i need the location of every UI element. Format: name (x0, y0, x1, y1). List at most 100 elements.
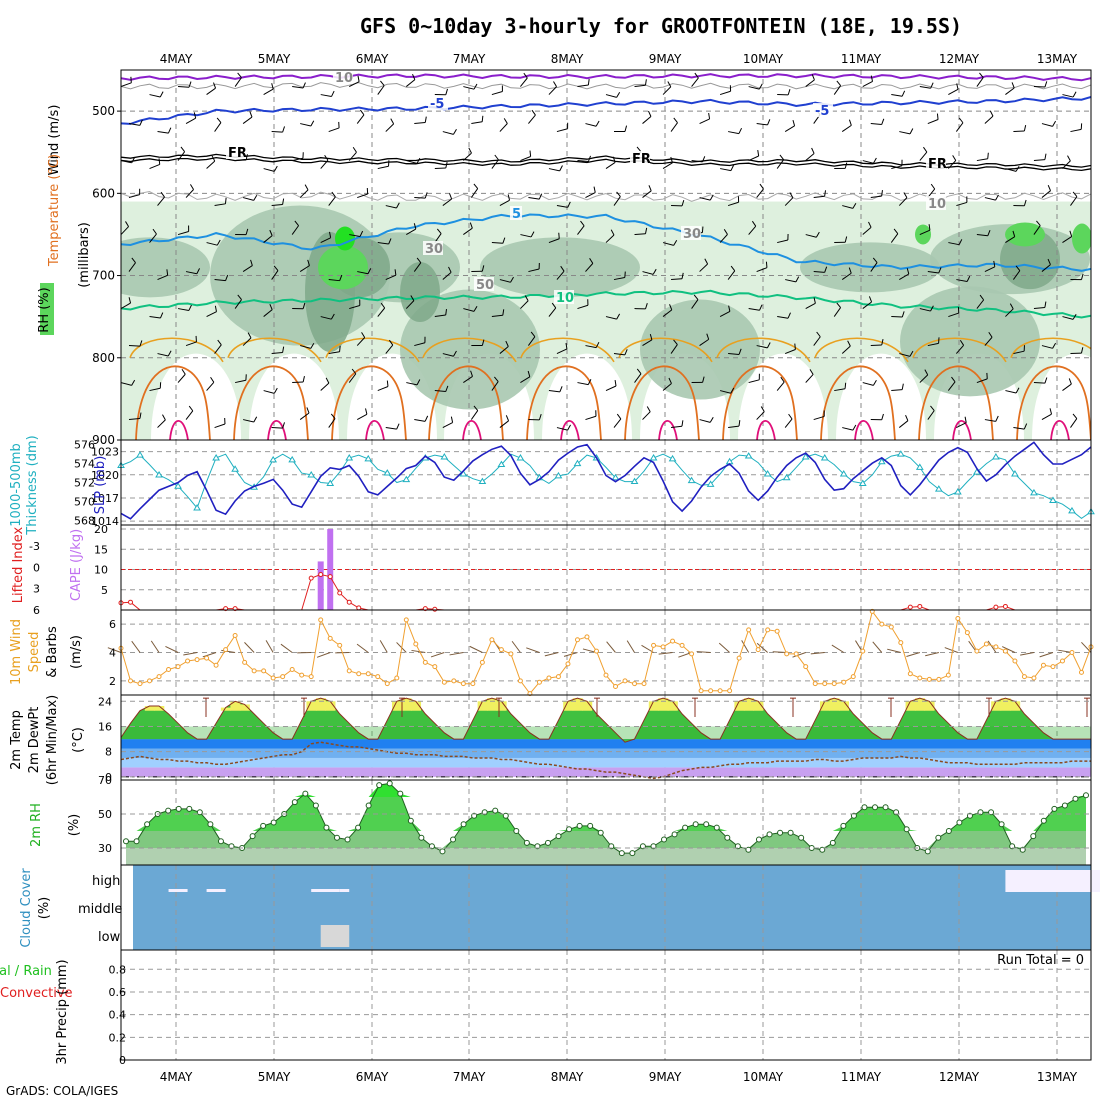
wind-barb-shaft (349, 81, 360, 88)
wind-barb-flag (216, 117, 222, 123)
cloud-low-block (320, 925, 350, 947)
isotherm-25-arch (854, 419, 874, 440)
wind-barb (748, 150, 760, 162)
wind10-speed-point (993, 644, 999, 650)
thickness-line-point (174, 482, 182, 489)
wind-barb-shaft (642, 339, 653, 346)
wind-barb (520, 72, 528, 87)
wind-barb-shaft (385, 344, 394, 354)
rh2m-point (291, 799, 298, 806)
thickness-line-point (554, 471, 563, 479)
lifted-index-point (128, 599, 134, 605)
wind-barb-flag (416, 257, 422, 264)
wind10-barb (606, 641, 616, 653)
rh2m-point (513, 828, 520, 834)
wind-barb-flag (1044, 377, 1048, 384)
wind-barb (471, 265, 485, 273)
wind-barb-shaft (613, 353, 625, 356)
wind-barb (185, 112, 197, 124)
wind-barb-flag (1009, 303, 1014, 310)
wind-barb-shaft (719, 234, 728, 243)
wind-barb-shaft (719, 311, 731, 317)
wind-barb (605, 313, 621, 320)
wind-barb-flag (505, 415, 510, 422)
wind-barb-flag (1069, 230, 1073, 237)
slp-tick-label: 1014 (91, 515, 119, 528)
wind10-speed-point (166, 667, 172, 672)
rh2m-point (998, 821, 1005, 828)
wind-barb-shaft (406, 160, 418, 164)
wind-barb-flag (751, 220, 757, 227)
wind-barb-flag (1067, 155, 1071, 162)
wind-barb-shaft (406, 228, 417, 235)
rh2m-point (397, 790, 404, 797)
wind-barb (157, 191, 165, 206)
wind-barb (320, 377, 330, 391)
wind10-speed-point (327, 635, 333, 641)
wind-barb-shaft (128, 345, 141, 347)
wind-barb-shaft (299, 412, 310, 420)
wind-barb-flag (473, 83, 478, 90)
wind-barb-shaft (805, 374, 814, 383)
wind-barb-shaft (1041, 264, 1051, 272)
wind-barb-flag (758, 83, 763, 90)
wind10-speed-point (774, 628, 780, 634)
wind-barb (520, 295, 529, 309)
wind-barb-shaft (585, 415, 597, 421)
wind10-speed-point (632, 681, 638, 687)
thickness-tick-label: 574 (74, 458, 95, 471)
rh2m-point (618, 850, 625, 857)
wind10-speed-point (223, 647, 229, 653)
wind-barb (157, 414, 166, 428)
wind-barb (927, 267, 942, 274)
isotherm-25-arch (658, 419, 678, 440)
wind-barb-shaft (442, 131, 454, 135)
wind-barb (719, 305, 731, 317)
wind10-speed-point (708, 688, 714, 694)
wind-barb-flag (930, 183, 936, 190)
wind-barb-flag (938, 267, 942, 274)
wind-barb-flag (844, 236, 848, 243)
wind-barb-flag (870, 75, 874, 82)
rh2m-point (766, 831, 773, 838)
wind-barb (671, 272, 684, 281)
wind-barb (405, 295, 415, 309)
wind-barb-flag (445, 309, 447, 316)
wind-barb-flag (610, 229, 615, 236)
isotherm-line (121, 73, 1091, 82)
wind-barb (841, 340, 851, 354)
wind-barb-flag (681, 272, 684, 279)
wind-barb (349, 75, 360, 88)
contour-label: 10 (556, 291, 574, 306)
wind-barb (585, 120, 600, 127)
wind-barb-shaft (442, 198, 452, 206)
wind-barb-flag (388, 339, 394, 346)
wind-barb-shaft (1070, 128, 1082, 133)
wind10-barb (810, 652, 825, 655)
wind-barb-shaft (292, 381, 304, 384)
wind10-speed-point (698, 688, 704, 694)
wind-barb (385, 269, 397, 281)
rh2m-point (407, 817, 414, 824)
cloud-label: Cloud Cover (19, 868, 34, 948)
wind-barb-flag (701, 226, 704, 233)
wind-barb-shaft (842, 427, 854, 431)
rh2m-point (323, 824, 330, 831)
temp-band (121, 757, 1091, 768)
wind-barb-flag (767, 119, 771, 126)
wind-barb (813, 190, 827, 199)
wind-barb-flag (852, 202, 857, 209)
wind-barb-flag (325, 377, 330, 384)
rh2m-point (312, 802, 319, 809)
wind-barb (784, 192, 794, 206)
wind-barb-shaft (727, 270, 736, 280)
rh2m-point (1040, 817, 1047, 824)
wind-barb (662, 81, 672, 95)
rh-shade-mid (480, 237, 640, 298)
wind-barb-shaft (605, 162, 616, 169)
li-tick-label: 0 (33, 561, 40, 574)
temp-max-fill (220, 707, 231, 711)
wind-barb (263, 303, 273, 317)
wind-barb-shaft (862, 301, 872, 309)
top-date-label: 11MAY (841, 52, 882, 66)
